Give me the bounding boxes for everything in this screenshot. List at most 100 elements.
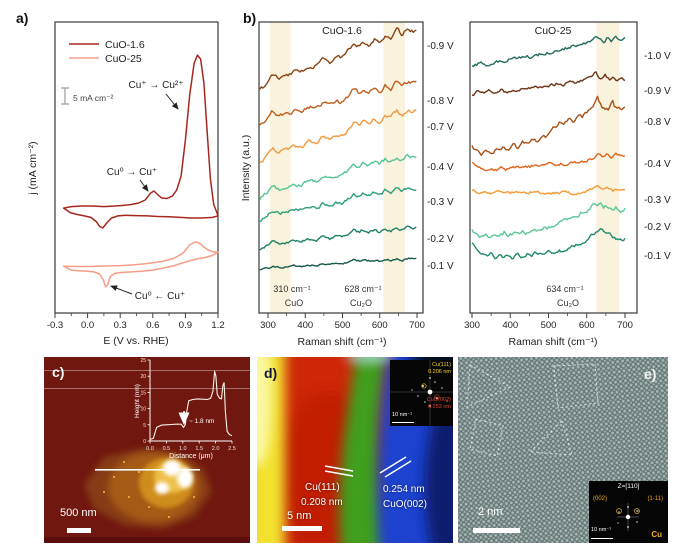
- fft-spots-e: [616, 503, 640, 531]
- raman-tick-label: 700: [409, 320, 425, 331]
- raman-tick-label: 500: [335, 320, 351, 331]
- annotation-arrow-3: [110, 285, 133, 295]
- peak-note-cu2o-right: Cu₂O: [557, 298, 579, 308]
- potential-label--0.8V: -0.8 V: [427, 96, 454, 107]
- raman-curve--0.9V: [471, 71, 626, 97]
- raman-curve--0.3V: [471, 184, 626, 196]
- afm-scan-line-1: [44, 370, 250, 371]
- inset-annotation: ~ 1.8 nm: [189, 418, 214, 425]
- inset-xlabel: Distance (μm): [169, 453, 213, 460]
- panel-e-label: e): [644, 366, 657, 382]
- hrtem-scalebar: [473, 528, 520, 533]
- potential-label--1.0V: -1.0 V: [644, 51, 671, 62]
- peak-note-cu2o-left: Cu₂O: [350, 298, 372, 308]
- tem-yellow-bright: [257, 357, 272, 467]
- inset-xtick-label: 1.5: [195, 446, 203, 452]
- legend-label-cuo16: CuO-1.6: [105, 39, 145, 51]
- raman-frame: [469, 21, 638, 314]
- potential-label--0.4V: -0.4 V: [427, 162, 454, 173]
- inset-ytick-label: 5: [143, 423, 146, 429]
- raman-curve--0.8V: [471, 95, 626, 156]
- potential-label--0.9V: -0.9 V: [644, 86, 671, 97]
- cv-plot: -0.3 0.0 0.3 0.6 0.9 1.2 CuO-1.6 CuO-25 5 mA …: [28, 21, 225, 347]
- current-scale-label: 5 mA cm⁻²: [73, 93, 114, 103]
- potential-label--0.1V: -0.1 V: [427, 261, 454, 272]
- hrtem-scalebar-label: 2 nm: [478, 506, 503, 518]
- fft-e-002: (002): [593, 496, 608, 502]
- afm-scalebar: [67, 528, 91, 533]
- potential-label--0.8V: -0.8 V: [644, 117, 671, 128]
- panel-c-label: c): [52, 364, 65, 380]
- inset-xtick-label: 2.0: [212, 446, 220, 452]
- afm-blob-3: [155, 482, 169, 494]
- afm-blob-2: [177, 468, 193, 488]
- tem-scalebar: [282, 526, 322, 531]
- raman-plot-cuo16: 300 400 500 600 700 CuO-1.6 310 cm⁻¹ CuO 628…: [242, 21, 425, 348]
- raman-curve--0.1V: [471, 228, 626, 260]
- fft-d-cuo002-d: 0.253 nm: [428, 404, 451, 410]
- fft-d-cu111: Cu(111): [431, 362, 451, 368]
- tem-label-cuo002-d: 0.254 nm: [383, 484, 425, 495]
- tem-label-cu111-d: 0.208 nm: [301, 497, 343, 508]
- inset-xtick-label: 1.0: [179, 446, 187, 452]
- panel-a-label: a): [16, 10, 29, 26]
- tem-color-map: Cu(111) 0.208 nm 0.254 nm CuO(002) d) 5 …: [257, 357, 453, 543]
- inset-ytick-label: 25: [140, 358, 146, 364]
- peak-note-628: 628 cm⁻¹: [344, 284, 381, 294]
- potential-label--0.9V: -0.9 V: [427, 41, 454, 52]
- annotation-arrow-2: [139, 179, 149, 192]
- raman-curve--0.8V: [259, 80, 417, 126]
- fft-inset-d: Cu(111) 0.206 nm CuO(002) 0.253 nm 10 nm…: [390, 360, 453, 426]
- afm-scan-line-2: [44, 388, 250, 389]
- fft-d-cu111-d: 0.206 nm: [428, 369, 451, 375]
- raman-tick-label: 300: [464, 320, 480, 331]
- peak-note-cuo: CuO: [285, 298, 304, 308]
- tem-scalebar-label: 5 nm: [287, 510, 312, 522]
- cv-tick-label: 1.2: [211, 320, 224, 331]
- annotation-cu0-from-cu1: Cu⁰ ← Cu⁺: [135, 291, 185, 302]
- fft-inset-e: Z=[110] (002) (1-11) 10 nm⁻¹ Cu: [589, 481, 668, 543]
- raman-highlight-band: [269, 22, 291, 313]
- potential-label--0.3V: -0.3 V: [427, 197, 454, 208]
- panel-d-label: d): [264, 365, 278, 381]
- lattice-mark-cu111: [324, 465, 354, 477]
- cv-tick-label: 0.3: [114, 320, 127, 331]
- raman-tick-label: 400: [502, 320, 518, 331]
- tem-navy-edge: [425, 392, 453, 543]
- fft-e-scalebar: [591, 537, 613, 539]
- fft-d-scale-label: 10 nm⁻¹: [392, 411, 413, 418]
- inset-xtick-label: 2.5: [228, 446, 236, 452]
- defect-outlines: [466, 363, 599, 457]
- annotation-arrow-1: [165, 93, 179, 110]
- fft-spots-d: [390, 360, 453, 426]
- raman-right-xlabel: Raman shift (cm⁻¹): [509, 336, 598, 348]
- cv-curve-cuo-1.6: [62, 54, 219, 229]
- current-scale-ibeam: [61, 87, 69, 105]
- fft-d-scalebar: [392, 421, 414, 423]
- raman-tick-label: 300: [260, 320, 276, 331]
- defect-triangle-1: [466, 364, 512, 408]
- defect-parallelogram: [469, 418, 504, 457]
- cv-ylabel: j (mA cm⁻²): [28, 141, 39, 195]
- cv-xlabel: E (V vs. RHE): [103, 335, 168, 347]
- raman-tick-label: 400: [297, 320, 313, 331]
- raman-curve--0.7V: [259, 109, 417, 163]
- fft-e-element: Cu: [651, 529, 662, 539]
- raman-curve--0.4V: [259, 153, 417, 201]
- tem-label-cu111: Cu(111): [305, 482, 340, 493]
- raman-curve--0.3V: [259, 187, 417, 223]
- potential-label--0.7V: -0.7 V: [427, 122, 454, 133]
- raman-tick-label: 700: [617, 320, 633, 331]
- height-profile-inset: 0 5 10 15 20 25 0.0 0.5 1.0 1.5 2.0 2.5 ~ 1.8 nm Di…: [134, 358, 236, 460]
- tem-label-cuo002: CuO(002): [383, 499, 427, 510]
- cv-curve-cuo-25: [62, 241, 219, 288]
- raman-highlight-band: [596, 22, 620, 313]
- fft-d-cuo002: CuO(002): [426, 397, 451, 403]
- lattice-mark-cuo002: [379, 456, 412, 478]
- inset-ytick-label: 10: [140, 407, 146, 413]
- raman-tick-label: 600: [579, 320, 595, 331]
- defect-square: [553, 363, 599, 409]
- afm-speckles: [103, 461, 195, 518]
- tem-cyan-rim: [345, 357, 393, 364]
